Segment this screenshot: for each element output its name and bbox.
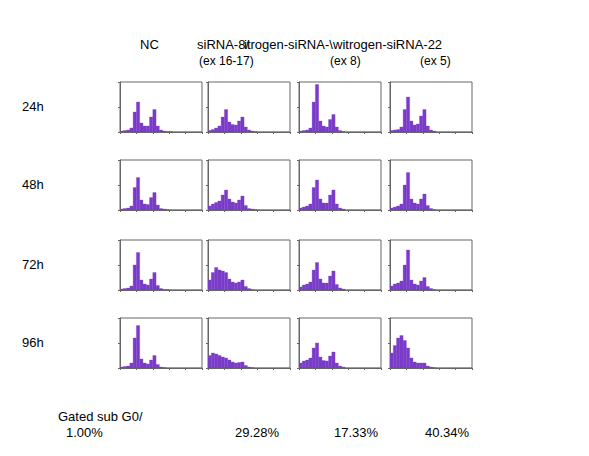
svg-text:NC: NC — [140, 37, 159, 52]
svg-text:itrogen-siRNA-\: itrogen-siRNA-\ — [244, 37, 333, 52]
svg-text:(ex 16-17): (ex 16-17) — [199, 54, 254, 68]
svg-text:17.33%: 17.33% — [334, 425, 379, 440]
svg-text:Gated sub G0/: Gated sub G0/ — [58, 409, 143, 424]
svg-text:1.00%: 1.00% — [66, 425, 103, 440]
svg-text:(ex 5): (ex 5) — [420, 54, 451, 68]
svg-text:24h: 24h — [22, 99, 44, 114]
svg-text:40.34%: 40.34% — [425, 425, 470, 440]
svg-text:96h: 96h — [22, 335, 44, 350]
svg-text:witrogen-siRNA-22: witrogen-siRNA-22 — [332, 37, 442, 52]
svg-text:(ex 8): (ex 8) — [330, 54, 361, 68]
svg-text:29.28%: 29.28% — [235, 425, 280, 440]
svg-text:siRNA-8/: siRNA-8/ — [197, 37, 249, 52]
svg-text:72h: 72h — [22, 257, 44, 272]
svg-text:48h: 48h — [22, 177, 44, 192]
